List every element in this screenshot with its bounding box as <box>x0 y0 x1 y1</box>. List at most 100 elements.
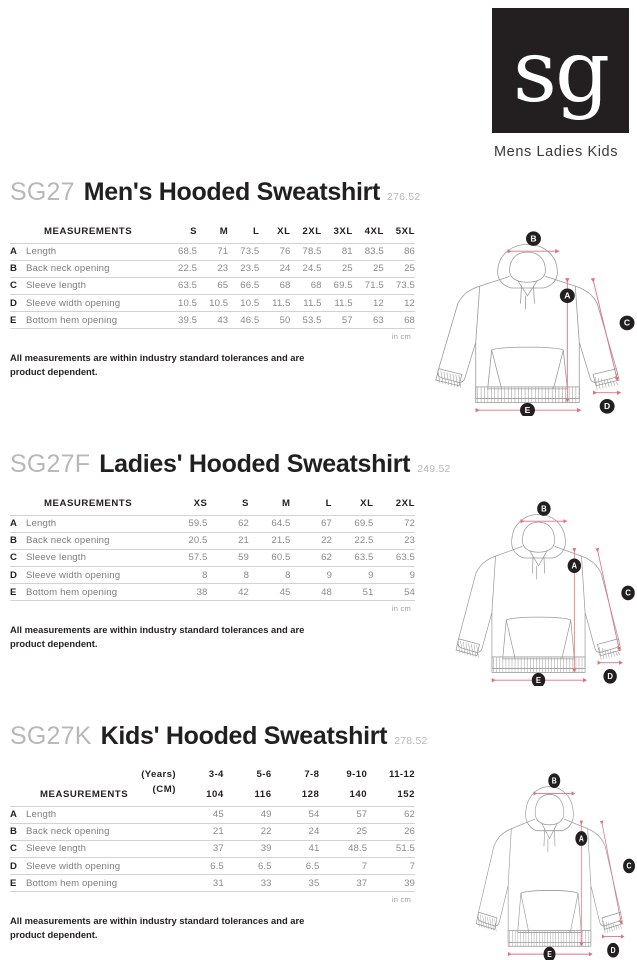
measurement-markers: B A C D E <box>531 501 635 686</box>
measurement-value: 76 <box>279 246 291 258</box>
measurement-value: 72 <box>404 518 415 530</box>
product-ref: 278.52 <box>394 735 428 747</box>
measurement-value: 10.5 <box>209 297 229 309</box>
header-size-4XL: 4XL <box>364 226 384 238</box>
measurement-value: 12 <box>373 297 384 309</box>
measurement-value: 57 <box>356 809 368 821</box>
svg-text:E: E <box>536 676 542 685</box>
svg-text:B: B <box>552 776 557 786</box>
measurement-value: 25 <box>341 263 353 275</box>
measurement-value: 51.5 <box>395 843 415 855</box>
unit-note: in cm <box>391 895 411 905</box>
measurement-value: 68 <box>310 280 322 292</box>
row-label: Sleeve width opening <box>26 297 121 309</box>
table-header: MEASUREMENTS XS S M L XL 2XL <box>10 493 415 515</box>
arrow-c <box>595 547 621 652</box>
measurements-header: MEASUREMENTS (CM) <box>26 784 176 806</box>
header-years-5-6: 5-6 <box>256 769 272 780</box>
disclaimer-text: All measurements are within industry sta… <box>10 352 305 378</box>
measurement-value: 7 <box>409 860 415 872</box>
measurement-value: 20.5 <box>188 535 208 547</box>
measurement-value: 26 <box>404 826 415 838</box>
table-row: C Sleeve length 37 39 41 48.5 51.5 <box>10 840 415 857</box>
table-row: B Back neck opening 21 22 24 25 26 <box>10 823 415 840</box>
disclaimer-text: All measurements are within industry sta… <box>10 915 305 941</box>
row-key: A <box>10 809 17 821</box>
row-key: D <box>10 569 17 581</box>
measurement-value: 86 <box>404 246 415 258</box>
svg-text:A: A <box>564 291 570 301</box>
marker-b: B <box>548 773 561 789</box>
measurement-value: 69.5 <box>354 518 374 530</box>
header-size-2XL: 2XL <box>302 226 322 238</box>
marker-a: A <box>567 558 582 574</box>
measurement-value: 6.5 <box>210 860 224 872</box>
svg-text:A: A <box>572 561 578 570</box>
arrow-c <box>590 277 619 382</box>
measurements-header-text: MEASUREMENTS <box>40 789 129 801</box>
measurement-value: 8 <box>202 569 208 581</box>
measurement-value: 9 <box>409 569 415 581</box>
measurement-value: 23.5 <box>240 263 260 275</box>
measurement-value: 71.5 <box>364 280 384 292</box>
header-spacer <box>10 493 26 515</box>
marker-c: C <box>619 315 635 331</box>
row-key: B <box>10 535 17 547</box>
row-label: Back neck opening <box>26 826 110 838</box>
row-key: B <box>10 263 17 275</box>
svg-text:C: C <box>625 588 631 597</box>
row-key: E <box>10 586 17 598</box>
product-code: SG27K <box>10 722 92 750</box>
marker-d: D <box>607 942 620 958</box>
header-size-116: 116 <box>254 789 272 801</box>
measurement-value: 68 <box>279 280 291 292</box>
measurement-value: 11.5 <box>334 297 353 309</box>
header-spacer <box>10 784 26 806</box>
hoodie-illustration-kids: B A C D E <box>462 768 637 960</box>
measurement-value: 62 <box>321 552 332 564</box>
measurement-value: 38 <box>196 586 208 598</box>
brand-block: sg Mens Ladies Kids <box>492 8 637 160</box>
header-size-L: L <box>325 498 332 510</box>
cm-label: (CM) <box>152 784 176 795</box>
measurement-value: 6.5 <box>257 860 272 872</box>
measurement-value: 65 <box>217 280 229 292</box>
measurement-value: 83.5 <box>364 246 384 258</box>
measurement-value: 33 <box>260 877 272 889</box>
measurement-value: 37 <box>356 877 368 889</box>
measurement-value: 51 <box>362 586 374 598</box>
header-years-11-12: 11-12 <box>388 769 415 780</box>
measurement-value: 8 <box>285 569 291 581</box>
arrow-c <box>599 820 623 925</box>
measurement-value: 7 <box>361 860 368 872</box>
svg-text:D: D <box>611 945 616 955</box>
measurements-header: MEASUREMENTS <box>44 226 133 238</box>
measurement-value: 10.5 <box>240 297 260 309</box>
measurement-value: 63.5 <box>354 552 374 564</box>
measurement-value: 59.5 <box>188 518 208 530</box>
measurement-value: 39 <box>260 843 272 855</box>
table-row: A Length 45 49 54 57 62 <box>10 806 415 823</box>
measurement-value: 54 <box>404 586 415 598</box>
header-spacer <box>10 221 26 243</box>
size-section-sg27k: SG27K Kids' Hooded Sweatshirt 278.52 (Years… <box>0 722 637 942</box>
header-size-M: M <box>219 226 229 238</box>
measurement-value: 11.5 <box>272 297 291 309</box>
measurement-value: 57 <box>341 314 353 326</box>
table-header: MEASUREMENTS S M L XL 2XL 3XL 4XL 5XL <box>10 221 415 243</box>
size-table: MEASUREMENTS S M L XL 2XL 3XL 4XL 5XL A Length 68.5… <box>10 221 415 329</box>
table-row: E Bottom hem opening 39.5 43 46.5 50 53.5 57 63 6… <box>10 311 415 329</box>
product-title: Ladies' Hooded Sweatshirt <box>99 450 411 478</box>
marker-a: A <box>559 288 575 304</box>
measurement-value: 22.5 <box>178 263 198 275</box>
row-key: A <box>10 246 17 258</box>
measurement-value: 46.5 <box>240 314 260 326</box>
measurement-value: 63 <box>373 314 384 326</box>
table-row: D Sleeve width opening 8 8 8 9 9 9 <box>10 566 415 584</box>
measurements-header: MEASUREMENTS <box>44 498 133 510</box>
row-label: Length <box>26 246 57 258</box>
measurement-value: 25 <box>356 826 368 838</box>
header-size-3XL: 3XL <box>333 226 353 238</box>
measurement-value: 35 <box>308 877 320 889</box>
